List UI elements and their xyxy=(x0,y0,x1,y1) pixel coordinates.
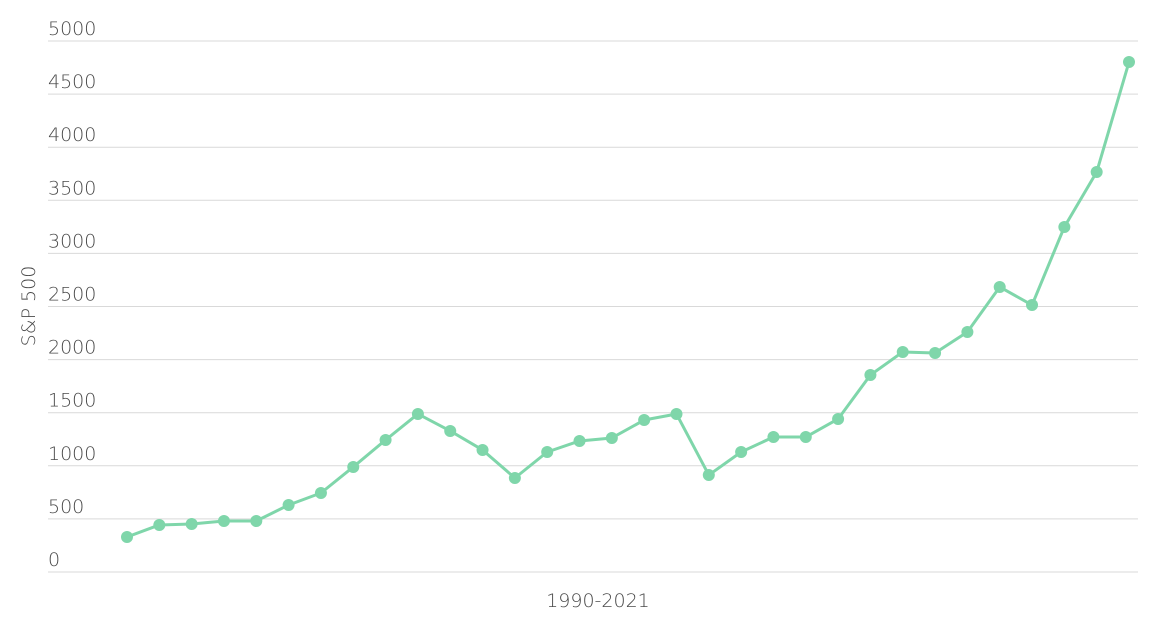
point xyxy=(702,469,715,482)
y-tick-label: 1000 xyxy=(48,443,96,465)
point xyxy=(864,368,877,381)
point xyxy=(993,280,1006,293)
point xyxy=(121,530,133,543)
point xyxy=(314,486,327,499)
y-tick-label: 3000 xyxy=(48,230,96,252)
y-axis-label: S&P 500 xyxy=(18,266,40,347)
x-axis-label: 1990-2021 xyxy=(546,590,650,612)
point xyxy=(347,460,360,473)
y-tick-label: 3500 xyxy=(48,177,96,199)
point xyxy=(929,347,942,360)
y-tick-label: 2500 xyxy=(48,284,96,306)
point xyxy=(767,431,780,444)
y-tick-label: 4000 xyxy=(48,124,96,146)
point xyxy=(476,443,489,456)
point xyxy=(832,412,845,425)
point xyxy=(735,445,748,458)
y-tick-label: 500 xyxy=(48,496,84,518)
point xyxy=(217,515,230,528)
y-tick-label: 0 xyxy=(48,549,60,571)
point xyxy=(444,424,457,437)
point xyxy=(153,518,166,531)
point xyxy=(1123,56,1135,69)
y-tick-label: 5000 xyxy=(48,18,96,40)
point xyxy=(379,433,392,446)
point xyxy=(573,434,586,447)
point xyxy=(282,498,295,511)
point xyxy=(896,345,909,358)
point xyxy=(799,431,812,444)
point xyxy=(605,431,618,444)
y-tick-label: 4500 xyxy=(48,71,96,93)
point xyxy=(508,472,521,485)
point xyxy=(670,407,683,420)
point xyxy=(961,325,974,338)
point xyxy=(1058,220,1071,233)
point xyxy=(1090,166,1103,179)
point xyxy=(250,515,263,528)
point xyxy=(185,517,198,530)
point xyxy=(638,414,651,427)
point xyxy=(541,445,554,458)
y-tick-label: 1500 xyxy=(48,390,96,412)
point xyxy=(411,407,424,420)
y-tick-label: 2000 xyxy=(48,337,96,359)
point xyxy=(1026,299,1039,312)
